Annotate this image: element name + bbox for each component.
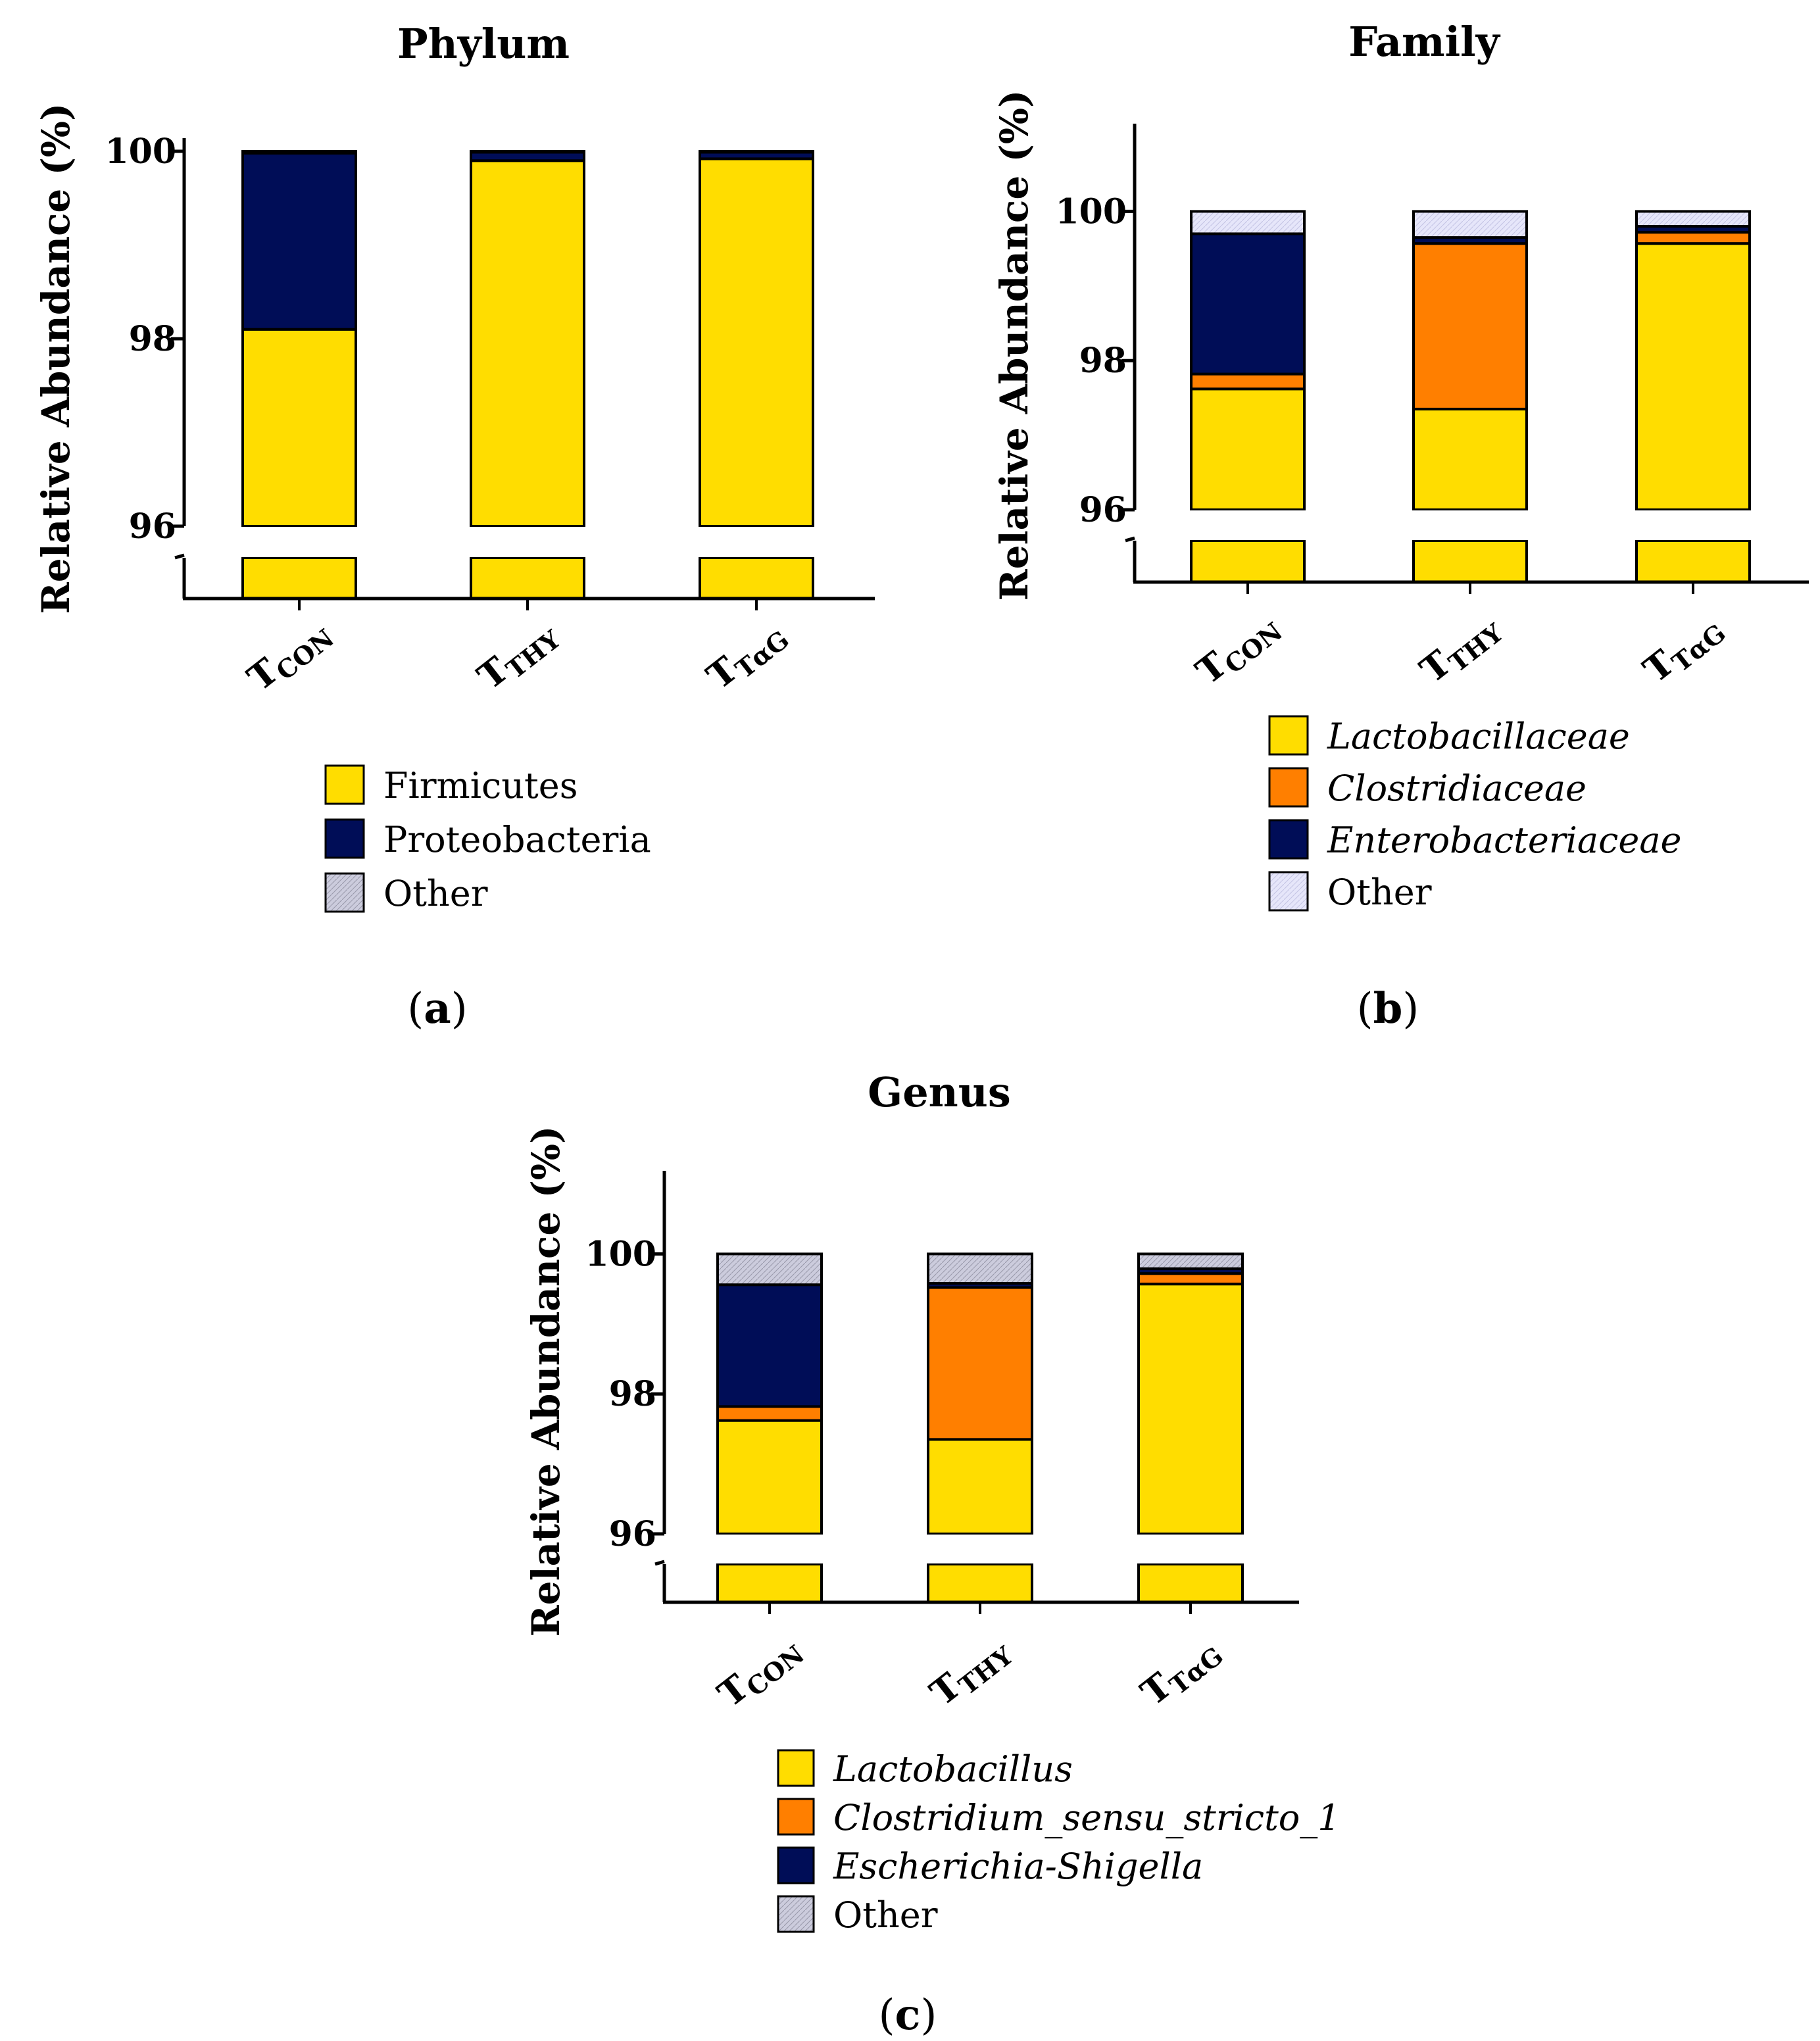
bar-segment-lactobacillus-tαg [1137, 1283, 1244, 1535]
legend-label: Enterobacteriaceae [1327, 820, 1681, 861]
bar-segment-lactobacillaceae-thy [1412, 407, 1528, 511]
category-label-tαg: TTαG [1133, 1628, 1229, 1717]
bar-segment-escherichia-shigella-con [716, 1283, 823, 1408]
legend-label: Other [383, 873, 488, 914]
axis-break-gap [1140, 510, 1808, 540]
axis-break-mark [174, 553, 185, 560]
chart-title: Phylum [397, 20, 570, 68]
category-label-thy: TTHY [1412, 604, 1509, 695]
legend-swatch [324, 818, 365, 859]
bar-segment-clostridium-sensu-stricto-1-thy [927, 1286, 1033, 1441]
category-label-con: TCON [710, 1626, 810, 1718]
legend-label: Other [833, 1894, 938, 1936]
bar-segment-lactobacillaceae-tαg [1635, 242, 1751, 511]
axis-break-gap [670, 1535, 1298, 1563]
bar-segment-clostridium-sensu-stricto-1-con [716, 1405, 823, 1422]
bar-segment-other-thy [1412, 210, 1528, 239]
y-tick-label: 100 [585, 1234, 656, 1274]
y-axis-label: Relative Abundance (%) [34, 103, 78, 614]
legend-swatch [777, 1895, 815, 1933]
y-tick-label: 100 [105, 132, 176, 172]
bar-segment-enterobacteriaceae-con [1190, 232, 1306, 376]
legend-swatch [777, 1798, 815, 1836]
bar-segment-clostridiaceae-tαg [1635, 231, 1751, 245]
axis-break-gap [189, 527, 873, 557]
axis-break-mark [1125, 536, 1135, 543]
bar-segment-other-con [716, 1252, 823, 1287]
category-label-thy: TTHY [922, 1627, 1019, 1717]
legend-label: Lactobacillaceae [1327, 716, 1630, 757]
bar-lactobacillus-below-break [927, 1563, 1033, 1604]
bar-lactobacillaceae-below-break [1190, 539, 1306, 583]
y-tick-label: 98 [609, 1374, 656, 1414]
y-tick-label: 98 [129, 319, 176, 359]
bar-segment-other-tαg [699, 150, 814, 154]
chart-title: Family [1348, 18, 1501, 66]
y-tick-label: 100 [1055, 191, 1127, 232]
bar-segment-lactobacillus-con [716, 1419, 823, 1536]
category-label-thy: TTHY [470, 611, 566, 701]
panel-label: (c) [879, 1990, 937, 2040]
bar-firmicutes-below-break [699, 556, 814, 600]
axis-break-mark [654, 1560, 665, 1566]
y-tick-label: 96 [1079, 490, 1127, 530]
bar-segment-other-con [241, 150, 357, 155]
chart-panel-b: Family Relative Abundance (%) TCON TTHY TTαG… [992, 18, 1809, 1033]
bar-segment-other-tαg [1635, 210, 1751, 228]
legend-label: Clostridium_sensu_stricto_1 [833, 1797, 1340, 1838]
category-label-tαg: TTαG [1635, 605, 1731, 694]
bar-segment-clostridium-sensu-stricto-1-tαg [1137, 1272, 1244, 1286]
legend-label: Clostridiaceae [1327, 768, 1586, 809]
legend-swatch [777, 1749, 815, 1787]
legend-swatch [777, 1846, 815, 1884]
legend-label: Other [1327, 872, 1432, 913]
bar-segment-clostridiaceae-con [1190, 372, 1306, 391]
chart-panel-a: Phylum Relative Abundance (%) TCON TTHY TTαG… [34, 20, 875, 1033]
chart-title: Genus [868, 1068, 1010, 1116]
legend-label: Escherichia-Shigella [833, 1846, 1203, 1887]
y-tick-label: 96 [609, 1514, 656, 1554]
bar-lactobacillus-below-break [716, 1563, 823, 1604]
bar-segment-firmicutes-thy [470, 159, 585, 528]
bar-segment-firmicutes-con [241, 328, 357, 528]
legend-label: Lactobacillus [833, 1748, 1073, 1790]
chart-panel-c: Genus Relative Abundance (%) TCON TTHY TTαG 9… [524, 1068, 1340, 2040]
y-tick-label: 98 [1079, 341, 1127, 381]
bar-firmicutes-below-break [241, 556, 357, 600]
panel-label: (b) [1357, 984, 1419, 1033]
bar-segment-proteobacteria-con [241, 151, 357, 331]
category-label-tαg: TTαG [699, 612, 795, 701]
bar-segment-clostridiaceae-thy [1412, 242, 1528, 410]
legend-swatch [1268, 715, 1309, 756]
bar-firmicutes-below-break [470, 556, 585, 600]
y-tick-label: 96 [129, 506, 176, 547]
panel-label: (a) [407, 984, 467, 1033]
bar-lactobacillaceae-below-break [1635, 539, 1751, 583]
legend-label: Firmicutes [383, 765, 578, 806]
bar-segment-other-thy [470, 150, 585, 154]
legend-swatch [324, 872, 365, 913]
legend-swatch [324, 764, 365, 805]
legend-swatch [1268, 767, 1309, 808]
bar-segment-lactobacillus-thy [927, 1438, 1033, 1536]
bar-lactobacillaceae-below-break [1412, 539, 1528, 583]
bar-segment-firmicutes-tαg [699, 157, 814, 528]
bar-segment-other-thy [927, 1252, 1033, 1285]
category-label-con: TCON [1188, 603, 1288, 695]
bar-segment-lactobacillaceae-con [1190, 387, 1306, 511]
bar-segment-other-con [1190, 210, 1306, 235]
bar-lactobacillus-below-break [1137, 1563, 1244, 1604]
category-label-con: TCON [239, 610, 339, 702]
legend-swatch [1268, 871, 1309, 912]
y-axis-label: Relative Abundance (%) [524, 1126, 568, 1637]
y-axis-label: Relative Abundance (%) [992, 90, 1037, 601]
legend-label: Proteobacteria [383, 819, 651, 860]
legend-swatch [1268, 819, 1309, 860]
bar-segment-other-tαg [1137, 1252, 1244, 1270]
